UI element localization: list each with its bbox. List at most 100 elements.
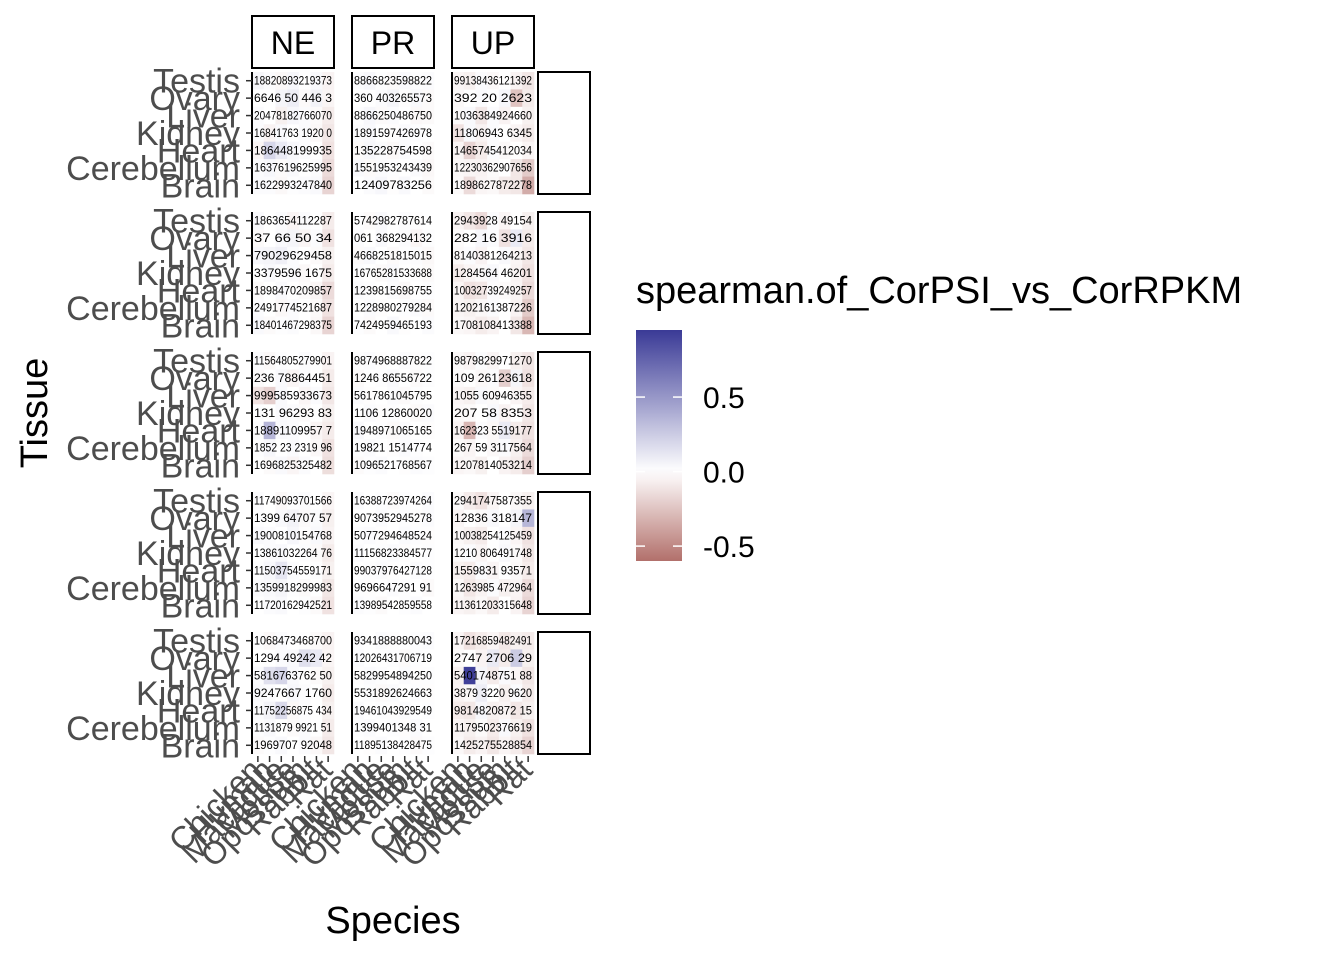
heatmap-cell	[498, 632, 511, 650]
heatmap-cell	[410, 649, 423, 668]
heatmap-cell	[510, 264, 523, 283]
heatmap-cell	[387, 719, 400, 737]
heatmap-cell	[310, 439, 323, 457]
heatmap-cell	[398, 736, 411, 755]
heatmap-cell	[375, 579, 388, 597]
heatmap-cell	[275, 666, 288, 685]
heatmap-cell	[387, 246, 400, 265]
heatmap-cell	[263, 159, 276, 177]
cell-value-label: 131 96293 83	[254, 406, 332, 420]
heatmap-cell	[287, 386, 300, 405]
heatmap-cell	[487, 124, 500, 143]
heatmap-cell	[287, 492, 300, 510]
cell-value-label: 1852 23 2319 96	[254, 441, 332, 455]
heatmap-cell	[252, 246, 265, 265]
heatmap-cell	[398, 684, 411, 703]
heatmap-cell	[498, 176, 511, 195]
heatmap-cell	[422, 666, 435, 685]
heatmap-cell	[522, 299, 535, 317]
heatmap-cell	[475, 281, 488, 300]
heatmap-cell	[510, 561, 523, 580]
heatmap-cell	[263, 526, 276, 545]
heatmap-cell	[398, 124, 411, 143]
heatmap-cell	[398, 492, 411, 510]
heatmap-cell	[322, 316, 335, 335]
heatmap-cell	[275, 141, 288, 160]
y-tick-label: Testis	[153, 203, 240, 241]
heatmap-cell	[387, 684, 400, 703]
heatmap-cell	[475, 299, 488, 317]
heatmap-cell	[463, 666, 476, 685]
heatmap-cell	[410, 579, 423, 597]
heatmap-cell	[310, 369, 323, 388]
heatmap-cell	[452, 579, 465, 597]
heatmap-panel: 9341888880043 12026431706719 5829954894250…	[351, 632, 435, 755]
heatmap-cell	[452, 316, 465, 335]
heatmap-cell	[487, 684, 500, 703]
heatmap-cell	[498, 701, 511, 720]
heatmap-cell	[287, 666, 300, 685]
heatmap-cell	[498, 124, 511, 143]
heatmap-cell	[487, 264, 500, 283]
heatmap-cell	[498, 246, 511, 265]
heatmap-cell	[375, 649, 388, 668]
heatmap-cell	[298, 106, 311, 125]
heatmap-cell	[310, 264, 323, 283]
cell-value-label: 1210 806491748	[454, 546, 532, 560]
heatmap-cell	[298, 526, 311, 545]
heatmap-cell	[387, 89, 400, 108]
heatmap-cell	[310, 492, 323, 510]
heatmap-cell	[375, 561, 388, 580]
heatmap-cell	[475, 212, 488, 230]
heatmap-cell	[522, 736, 535, 755]
heatmap-cell	[375, 421, 388, 440]
y-tick-label: Ovary	[149, 640, 240, 678]
heatmap-cell	[322, 386, 335, 405]
heatmap-cell	[410, 316, 423, 335]
cell-value-label: 186448199935	[254, 143, 332, 157]
heatmap-cell	[510, 316, 523, 335]
heatmap-cell	[452, 421, 465, 440]
heatmap-cell	[522, 352, 535, 370]
heatmap-cell	[410, 684, 423, 703]
heatmap-cell	[287, 439, 300, 457]
heatmap-cell	[387, 421, 400, 440]
heatmap-cell	[452, 404, 465, 423]
heatmap-cell	[463, 561, 476, 580]
heatmap-cell	[498, 492, 511, 510]
heatmap-cell	[475, 509, 488, 528]
heatmap-cell	[510, 456, 523, 475]
heatmap-cell	[375, 299, 388, 317]
heatmap-cell	[487, 526, 500, 545]
heatmap-cell	[410, 719, 423, 737]
heatmap-cell	[475, 456, 488, 475]
cell-value-label: 10032739249257	[454, 283, 532, 297]
cell-value-label: 3379596 1675	[254, 266, 332, 280]
heatmap-cell	[410, 632, 423, 650]
heatmap-cell	[275, 509, 288, 528]
heatmap-cell	[398, 352, 411, 370]
heatmap-cell	[263, 246, 276, 265]
cell-value-label: 19821 1514774	[354, 441, 432, 455]
heatmap-cell	[287, 352, 300, 370]
cell-value-label: 1465745412034	[454, 143, 532, 157]
cell-value-label: 11895138428475	[354, 738, 432, 752]
heatmap-cell	[487, 212, 500, 230]
heatmap-cell	[310, 544, 323, 563]
heatmap-cell	[310, 246, 323, 265]
cell-value-label: 9874968887822	[354, 354, 432, 368]
heatmap-cell	[387, 316, 400, 335]
heatmap-cell	[263, 176, 276, 195]
heatmap-cell	[352, 666, 365, 685]
heatmap-cell	[463, 492, 476, 510]
heatmap-cell	[452, 229, 465, 248]
cell-value-label: 1622993247840	[254, 178, 332, 192]
cell-value-label: 1246 86556722	[354, 371, 432, 385]
cell-value-label: 2941747587355	[454, 494, 532, 508]
heatmap-cell	[363, 596, 376, 615]
heatmap-cell	[310, 106, 323, 125]
heatmap-cell	[487, 386, 500, 405]
heatmap-cell	[498, 352, 511, 370]
heatmap-cell	[322, 526, 335, 545]
heatmap-cell	[252, 281, 265, 300]
